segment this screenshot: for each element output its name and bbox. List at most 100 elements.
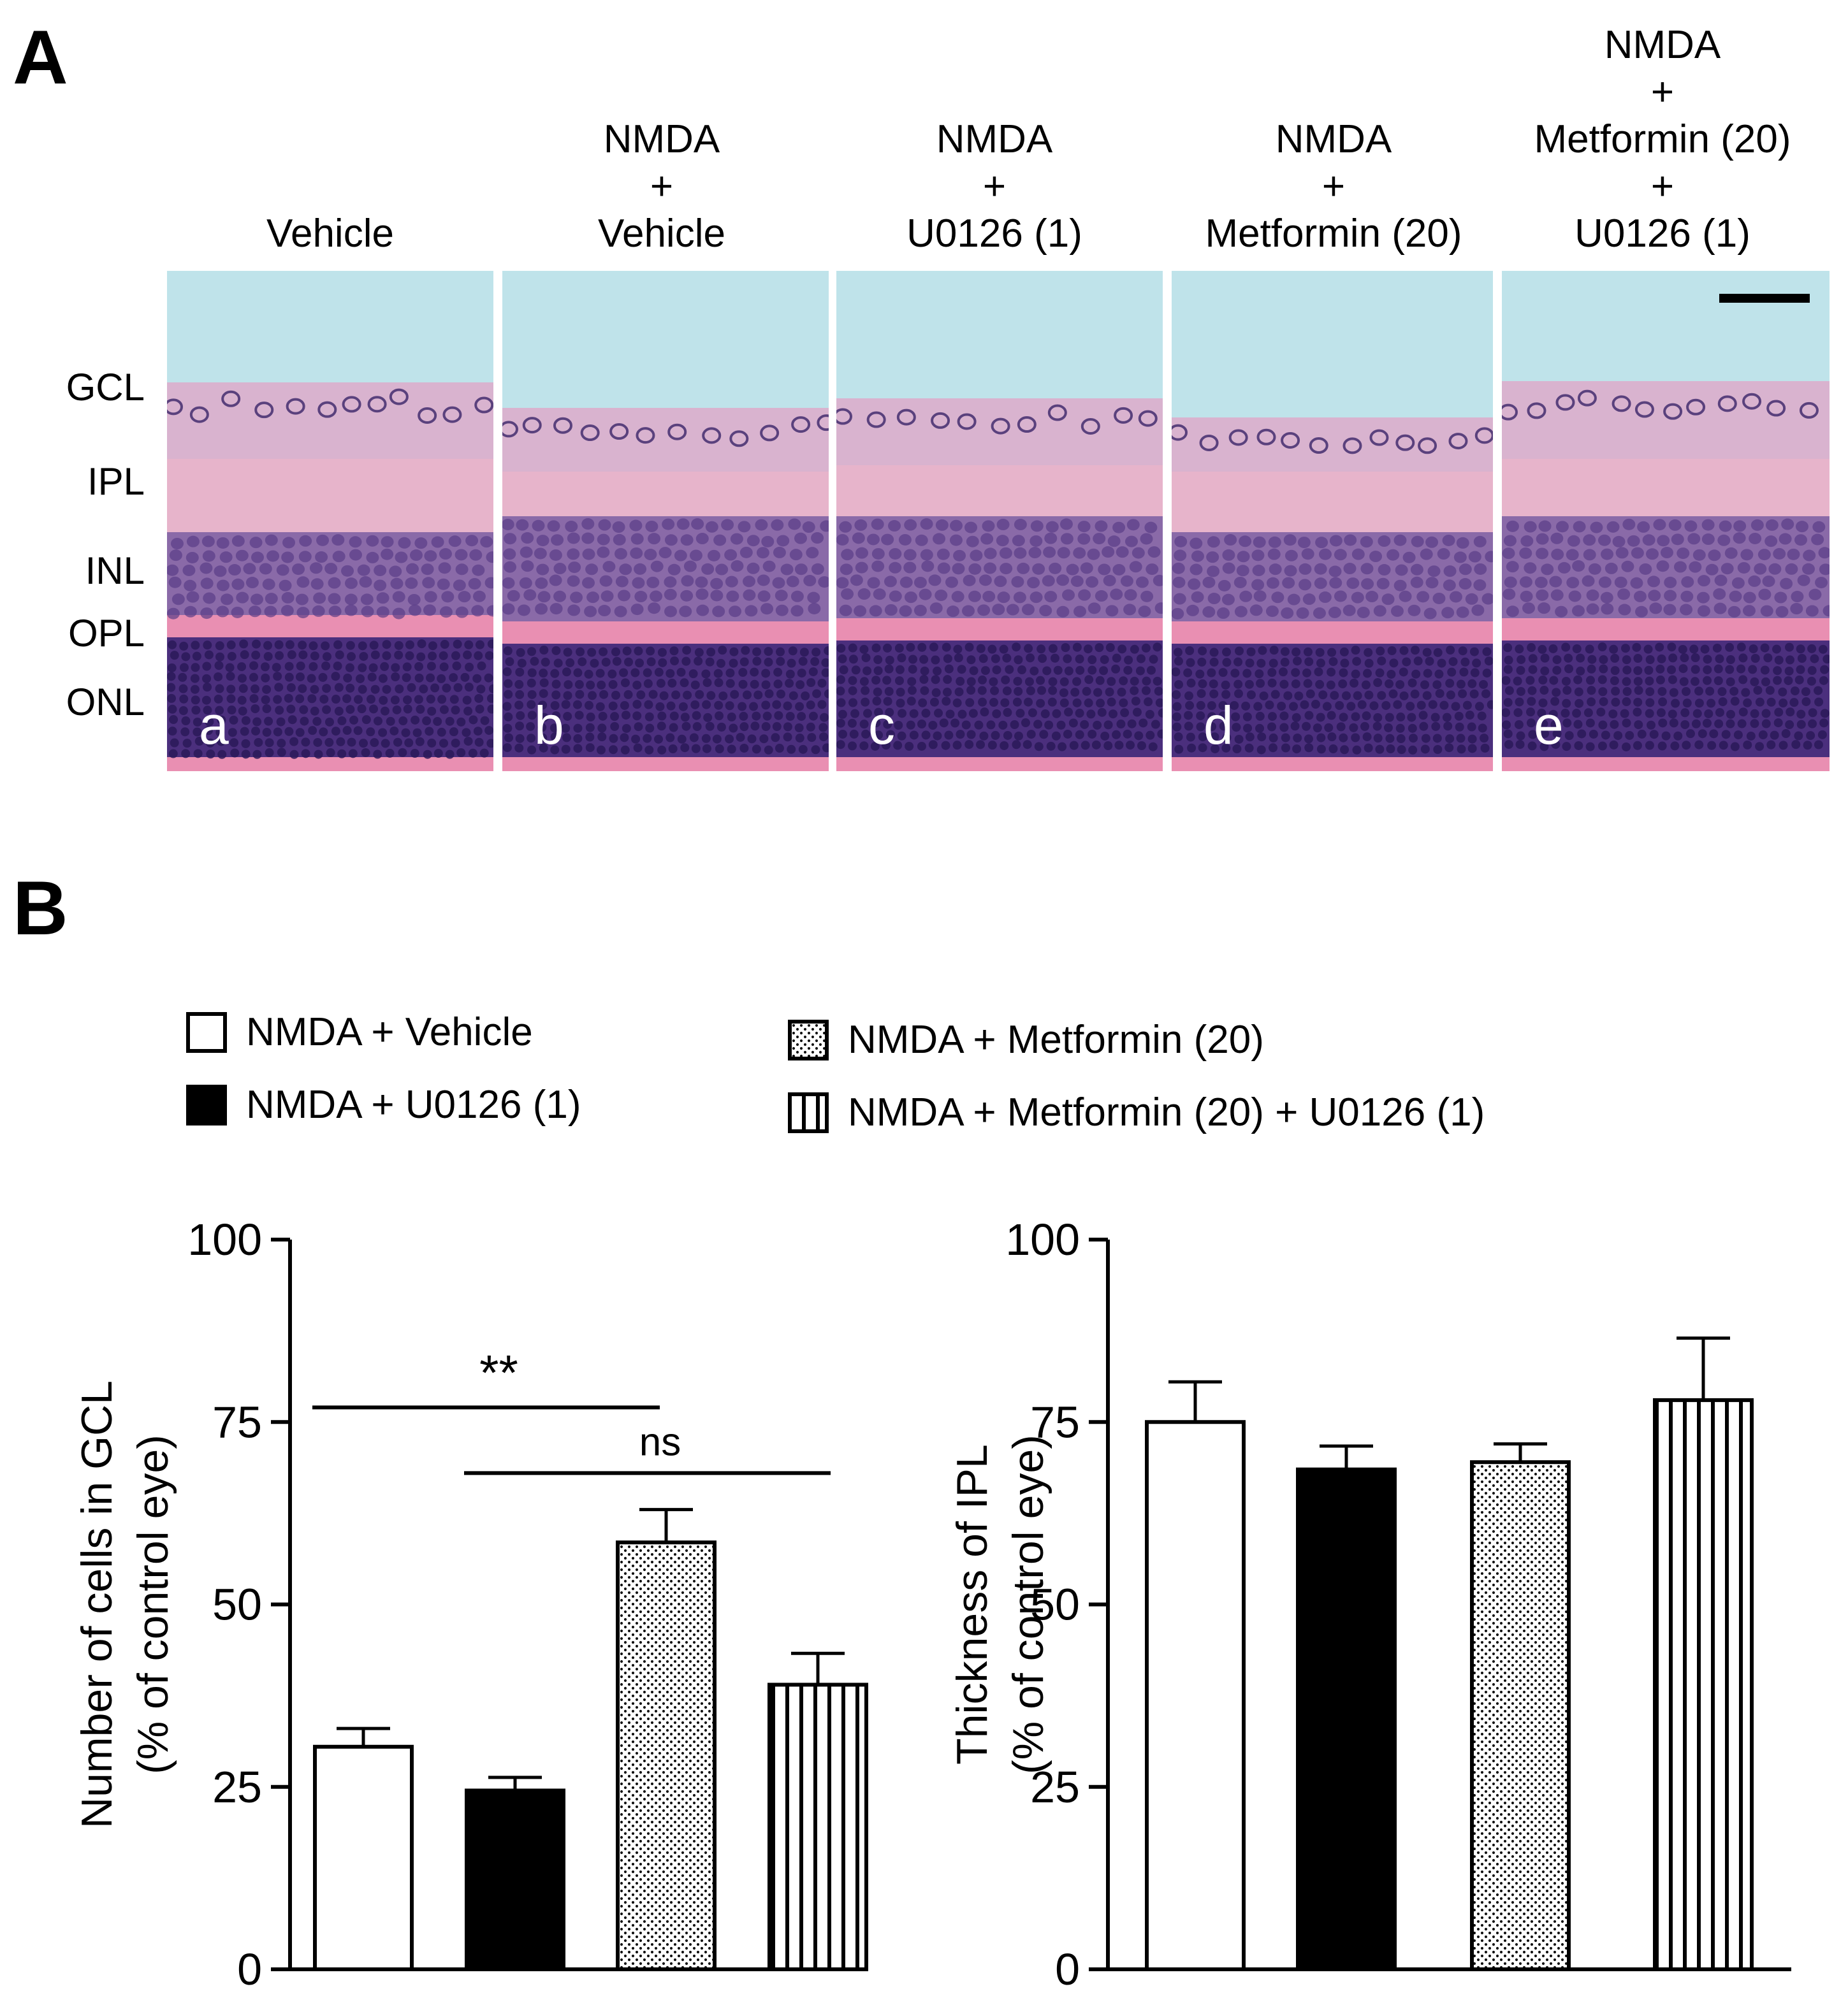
bar [1470, 1460, 1571, 1972]
legend-item-nmda-metformin: NMDA + Metformin (20) [788, 1020, 1264, 1060]
y-tick-label: 25 [1030, 1762, 1080, 1812]
y-tick-label: 0 [1055, 1944, 1080, 1994]
retina-section-image [1502, 271, 1830, 771]
bar [1296, 1467, 1397, 1972]
gcl-layer [1172, 417, 1493, 472]
outer-border [1172, 757, 1493, 771]
header-line: + [1321, 164, 1346, 208]
nuclei [1172, 424, 1493, 755]
header-line: NMDA [1275, 117, 1392, 161]
header-line: NMDA [603, 117, 720, 161]
outer-border [167, 757, 493, 771]
header-line: U0126 (1) [1575, 212, 1750, 256]
y-tick-label: 100 [187, 1215, 262, 1264]
gcl-layer [167, 382, 493, 459]
legend-label: NMDA + Metformin (20) [848, 1018, 1264, 1062]
panel-tag: d [1204, 695, 1233, 755]
column-header-nmda-metformin-u0126: NMDA + Metformin (20) + U0126 (1) [1484, 22, 1841, 257]
column-header-nmda-metformin: NMDA + Metformin (20) [1155, 116, 1512, 257]
y-tick-label: 75 [212, 1397, 262, 1447]
y-tick-label: 25 [212, 1762, 262, 1812]
column-header-nmda-vehicle: NMDA + Vehicle [483, 116, 840, 257]
legend-swatch-dots [788, 1020, 829, 1060]
opl-layer [1172, 621, 1493, 644]
y-axis-label-unit: (% of control eye) [1004, 1435, 1052, 1774]
bar [1653, 1398, 1754, 1971]
chart-cells-in-gcl: 0 25 50 75 100 Number of cells in GCL (% of co… [73, 1215, 868, 1994]
panel-tag: c [868, 695, 895, 755]
header-line: Vehicle [266, 212, 394, 256]
header-line: Metformin (20) [1534, 117, 1791, 161]
header-line: Vehicle [598, 212, 725, 256]
legend-label: NMDA + Metformin (20) + U0126 (1) [848, 1090, 1485, 1134]
legend-item-nmda-metformin-u0126: NMDA + Metformin (20) + U0126 (1) [788, 1092, 1485, 1133]
y-tick-label: 50 [212, 1580, 262, 1630]
nuclei [167, 388, 493, 759]
micrograph-panel-e: e [1502, 271, 1830, 771]
opl-layer [502, 621, 829, 644]
outer-border [836, 757, 1163, 771]
y-axis-label: Thickness of IPL [948, 1444, 996, 1765]
header-line: + [1650, 70, 1675, 114]
outer-border [502, 757, 829, 771]
micrograph-panel-c: c [836, 271, 1163, 771]
significance-label: ns [639, 1420, 681, 1464]
legend-swatch-black [186, 1085, 227, 1126]
header-line: Metformin (20) [1205, 212, 1462, 256]
layer-label-opl: OPL [68, 612, 145, 655]
significance-label: ** [479, 1344, 518, 1400]
retina-section-image [502, 271, 829, 771]
opl-layer [167, 615, 493, 637]
layer-label-inl: INL [85, 549, 145, 592]
header-line: NMDA [1604, 23, 1721, 67]
column-header-vehicle: Vehicle [152, 210, 509, 257]
panel-a-letter: A [13, 15, 68, 100]
column-header-nmda-u0126: NMDA + U0126 (1) [816, 116, 1173, 257]
opl-layer [1502, 618, 1830, 641]
micrograph-panel-a: a [167, 271, 493, 771]
legend-swatch-white [186, 1012, 227, 1053]
opl-layer [836, 618, 1163, 641]
legend-label: NMDA + Vehicle [246, 1010, 533, 1054]
bar [465, 1788, 565, 1972]
layer-label-onl: ONL [66, 681, 145, 723]
header-line: U0126 (1) [906, 212, 1082, 256]
retina-section-image [1172, 271, 1493, 771]
retina-section-image [167, 271, 493, 771]
bar [768, 1683, 868, 1971]
retina-section-image [836, 271, 1163, 771]
y-tick-label: 50 [1030, 1580, 1080, 1630]
header-line: + [650, 164, 674, 208]
y-tick-label: 75 [1030, 1397, 1080, 1447]
outer-border [1502, 757, 1830, 771]
micrograph-panel-b: b [502, 271, 829, 771]
bar [313, 1744, 414, 1971]
panel-tag: e [1534, 695, 1564, 755]
legend-item-nmda-vehicle: NMDA + Vehicle [186, 1012, 533, 1053]
gcl-layer [1502, 381, 1830, 459]
nuclei [502, 414, 829, 755]
nuclei [1502, 389, 1830, 751]
y-axis-label-unit: (% of control eye) [129, 1435, 177, 1774]
legend-swatch-stripes [788, 1092, 829, 1133]
layer-label-gcl: GCL [66, 366, 145, 409]
layer-label-ipl: IPL [87, 460, 145, 503]
inl-layer [1172, 532, 1493, 621]
nuclei [836, 404, 1163, 751]
header-line: + [982, 164, 1007, 208]
panel-b-letter: B [13, 865, 68, 951]
micrograph-panel-d: d [1172, 271, 1493, 771]
y-tick-label: 100 [1005, 1215, 1080, 1264]
panel-tag: b [534, 695, 564, 755]
bar [616, 1540, 717, 1972]
y-axis-label: Number of cells in GCL [73, 1380, 121, 1828]
legend-item-nmda-u0126: NMDA + U0126 (1) [186, 1085, 581, 1126]
bar [1145, 1420, 1246, 1971]
panel-tag: a [199, 695, 229, 755]
legend-label: NMDA + U0126 (1) [246, 1083, 581, 1127]
scale-bar [1719, 294, 1810, 303]
chart-ipl-thickness: 0 25 50 75 100 Thickness of IPL (% of control … [948, 1215, 1791, 1994]
header-line: NMDA [936, 117, 1053, 161]
y-tick-label: 0 [237, 1944, 262, 1994]
